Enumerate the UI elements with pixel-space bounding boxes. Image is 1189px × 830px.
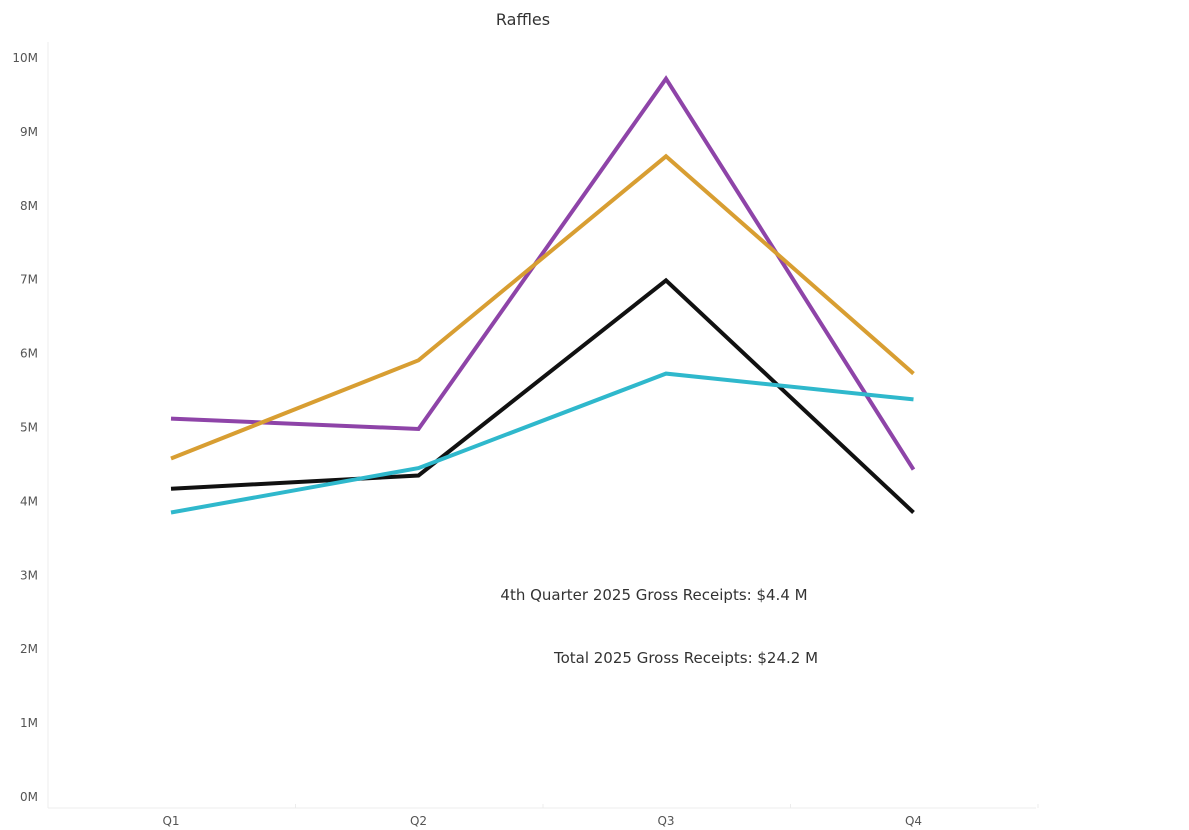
y-tick-label: 5M xyxy=(20,421,38,435)
series-line-2 xyxy=(170,153,915,461)
y-tick-label: 8M xyxy=(20,199,38,213)
y-tick-label: 0M xyxy=(20,790,38,804)
x-tick-label: Q3 xyxy=(657,814,674,828)
x-tick-label: Q4 xyxy=(905,814,922,828)
total-gross-receipts-annotation: Total 2025 Gross Receipts: $24.2 M xyxy=(553,649,818,667)
y-tick-label: 9M xyxy=(20,125,38,139)
series-line-3 xyxy=(170,277,915,514)
chart-title: Raffles xyxy=(496,10,550,29)
series-line-4 xyxy=(170,371,914,515)
x-tick-label: Q2 xyxy=(410,814,427,828)
series-line-1 xyxy=(170,75,916,471)
series-lines xyxy=(170,75,916,515)
y-tick-label: 2M xyxy=(20,642,38,656)
y-tick-label: 7M xyxy=(20,273,38,287)
x-minor-ticks xyxy=(47,804,1039,808)
x-tick-label: Q1 xyxy=(162,814,179,828)
y-tick-label: 1M xyxy=(20,716,38,730)
y-tick-label: 3M xyxy=(20,568,38,582)
y-tick-label: 10M xyxy=(12,51,38,65)
y-tick-label: 4M xyxy=(20,494,38,508)
x-tick-labels: Q1 Q2 Q3 Q4 xyxy=(162,814,922,828)
y-tick-labels: 0M 1M 2M 3M 4M 5M 6M 7M 8M 9M 10M xyxy=(12,51,38,804)
q4-gross-receipts-annotation: 4th Quarter 2025 Gross Receipts: $4.4 M xyxy=(500,586,807,604)
y-tick-label: 6M xyxy=(20,347,38,361)
